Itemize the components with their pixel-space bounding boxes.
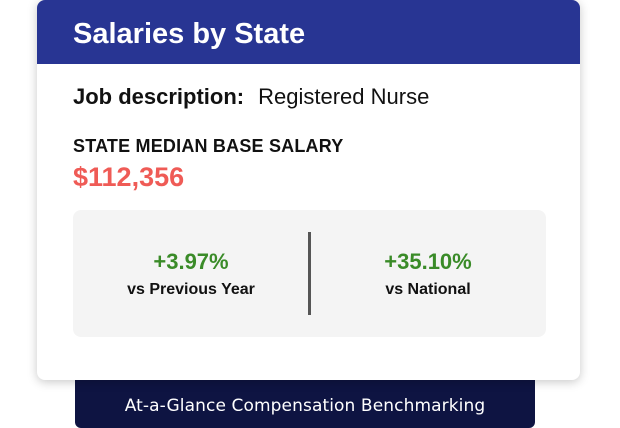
stat-previous-year: +3.97% vs Previous Year: [73, 210, 309, 337]
card-title: Salaries by State: [73, 17, 306, 50]
job-description-value: Registered Nurse: [258, 84, 430, 109]
median-salary-value: $112,356: [73, 162, 185, 192]
card-header: Salaries by State: [37, 0, 580, 64]
salary-card: Salaries by State Job description: Regis…: [37, 0, 580, 380]
stat-national-value: +35.10%: [384, 248, 472, 274]
stat-previous-year-caption: vs Previous Year: [127, 280, 255, 298]
stat-previous-year-value: +3.97%: [153, 248, 229, 274]
stat-national-caption: vs National: [385, 280, 471, 298]
stats-divider: [308, 232, 311, 315]
footer-text: At-a-Glance Compensation Benchmarking: [124, 396, 486, 416]
job-description-label: Job description:: [73, 84, 245, 109]
stat-national: +35.10% vs National: [310, 210, 546, 337]
median-salary-label: STATE MEDIAN BASE SALARY: [73, 136, 344, 156]
job-description-row: Job description: Registered Nurse: [73, 84, 429, 110]
stats-panel: +3.97% vs Previous Year +35.10% vs Natio…: [73, 210, 546, 337]
